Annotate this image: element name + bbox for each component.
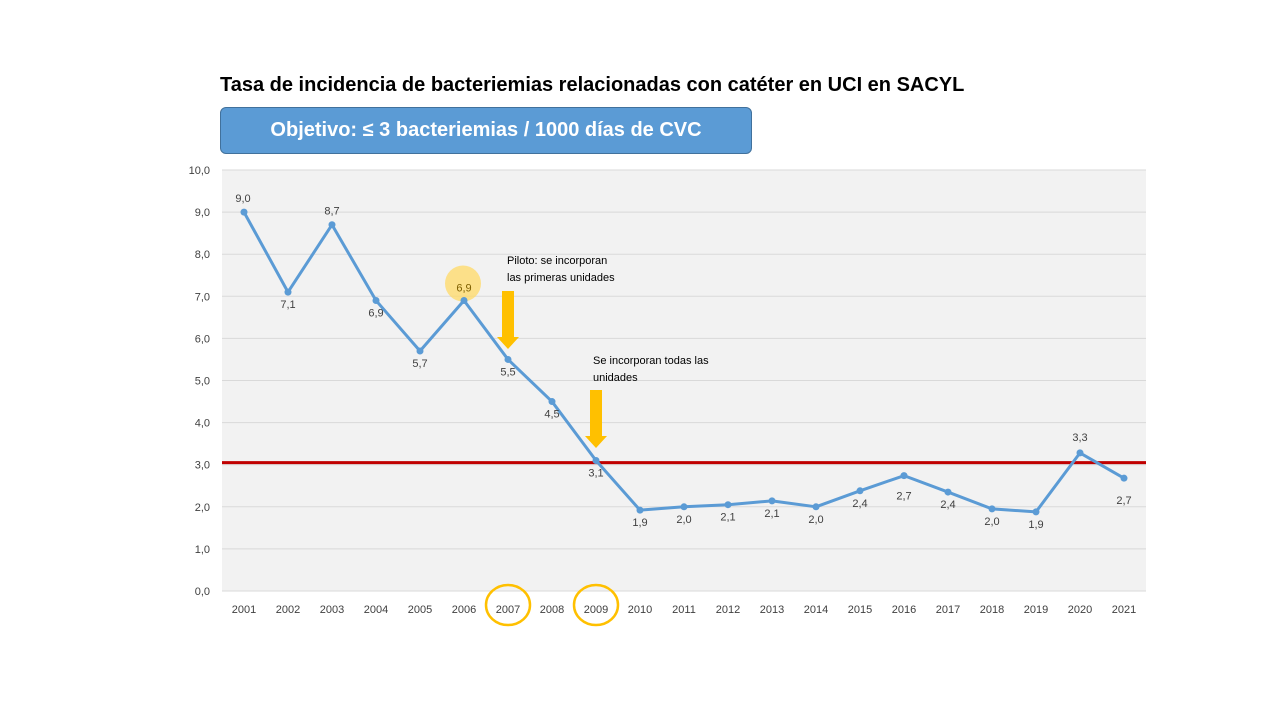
data-point [768, 497, 776, 505]
data-point [1076, 449, 1084, 457]
x-tick-label: 2004 [364, 604, 388, 616]
x-tick-label: 2015 [848, 604, 872, 616]
x-tick-label: 2003 [320, 604, 344, 616]
y-tick-label: 2,0 [195, 502, 210, 514]
data-point [504, 355, 512, 363]
y-tick-label: 5,0 [195, 376, 210, 388]
data-point [900, 472, 908, 480]
data-label: 2,4 [852, 498, 867, 510]
data-point [592, 456, 600, 464]
data-label: 2,1 [764, 508, 779, 520]
data-label: 2,0 [808, 514, 823, 526]
y-tick-label: 3,0 [195, 460, 210, 472]
data-point [1120, 474, 1128, 482]
y-tick-label: 7,0 [195, 291, 210, 303]
data-point [416, 347, 424, 355]
goal-box: Objetivo: ≤ 3 bacteriemias / 1000 días d… [220, 107, 752, 154]
data-point [284, 288, 292, 296]
data-label: 2,0 [676, 514, 691, 526]
highlight-ring [572, 583, 620, 627]
y-tick-label: 9,0 [195, 207, 210, 219]
data-label: 6,9 [368, 308, 383, 320]
down-arrow-icon [497, 291, 519, 349]
x-tick-label: 2009 [584, 604, 608, 616]
data-point [944, 488, 952, 496]
data-point [1032, 508, 1040, 516]
data-label: 2,7 [896, 491, 911, 503]
x-tick-label: 2019 [1024, 604, 1048, 616]
x-tick-label: 2016 [892, 604, 916, 616]
highlight-circle [445, 265, 481, 302]
x-tick-label: 2001 [232, 604, 256, 616]
data-label: 2,4 [940, 499, 955, 511]
y-tick-label: 4,0 [195, 418, 210, 430]
data-label: 5,5 [500, 366, 515, 378]
x-tick-label: 2017 [936, 604, 960, 616]
data-point [240, 208, 248, 216]
data-label: 9,0 [235, 193, 250, 205]
x-tick-label: 2012 [716, 604, 740, 616]
data-label: 7,1 [280, 299, 295, 311]
data-label: 3,3 [1072, 432, 1087, 444]
x-tick-label: 2006 [452, 604, 476, 616]
data-point [724, 501, 732, 509]
data-point [548, 398, 556, 406]
x-tick-label: 2007 [496, 604, 520, 616]
x-tick-label: 2020 [1068, 604, 1092, 616]
x-tick-label: 2011 [672, 604, 696, 616]
data-point [988, 505, 996, 513]
data-label: 2,7 [1116, 495, 1131, 507]
data-point [856, 487, 864, 495]
x-tick-label: 2010 [628, 604, 652, 616]
data-label: 2,0 [984, 516, 999, 528]
data-point [460, 297, 468, 305]
annotation-text: Se incorporan todas las [593, 355, 709, 367]
data-label: 5,7 [412, 358, 427, 370]
y-tick-label: 6,0 [195, 333, 210, 345]
data-point [680, 503, 688, 511]
data-label: 1,9 [632, 517, 647, 529]
x-tick-label: 2002 [276, 604, 300, 616]
x-tick-label: 2005 [408, 604, 432, 616]
x-tick-label: 2013 [760, 604, 784, 616]
annotation-text: las primeras unidades [507, 272, 615, 284]
y-tick-label: 0,0 [195, 586, 210, 598]
data-label: 3,1 [588, 467, 603, 479]
x-tick-label: 2008 [540, 604, 564, 616]
x-tick-label: 2021 [1112, 604, 1136, 616]
y-tick-label: 1,0 [195, 544, 210, 556]
annotation-text: unidades [593, 372, 638, 384]
y-tick-label: 10,0 [189, 165, 210, 177]
highlight-ring [484, 583, 532, 627]
data-label: 1,9 [1028, 519, 1043, 531]
data-point [812, 503, 820, 511]
data-point [328, 221, 336, 229]
data-label: 6,9 [456, 283, 471, 295]
data-label: 8,7 [324, 206, 339, 218]
data-label: 4,5 [544, 409, 559, 421]
chart-title: Tasa de incidencia de bacteriemias relac… [220, 74, 965, 96]
x-tick-label: 2014 [804, 604, 828, 616]
down-arrow-icon [585, 390, 607, 448]
data-label: 2,1 [720, 512, 735, 524]
x-tick-label: 2018 [980, 604, 1004, 616]
data-point [636, 506, 644, 514]
data-point [372, 297, 380, 305]
annotation-text: Piloto: se incorporan [507, 255, 607, 267]
y-tick-label: 8,0 [195, 249, 210, 261]
